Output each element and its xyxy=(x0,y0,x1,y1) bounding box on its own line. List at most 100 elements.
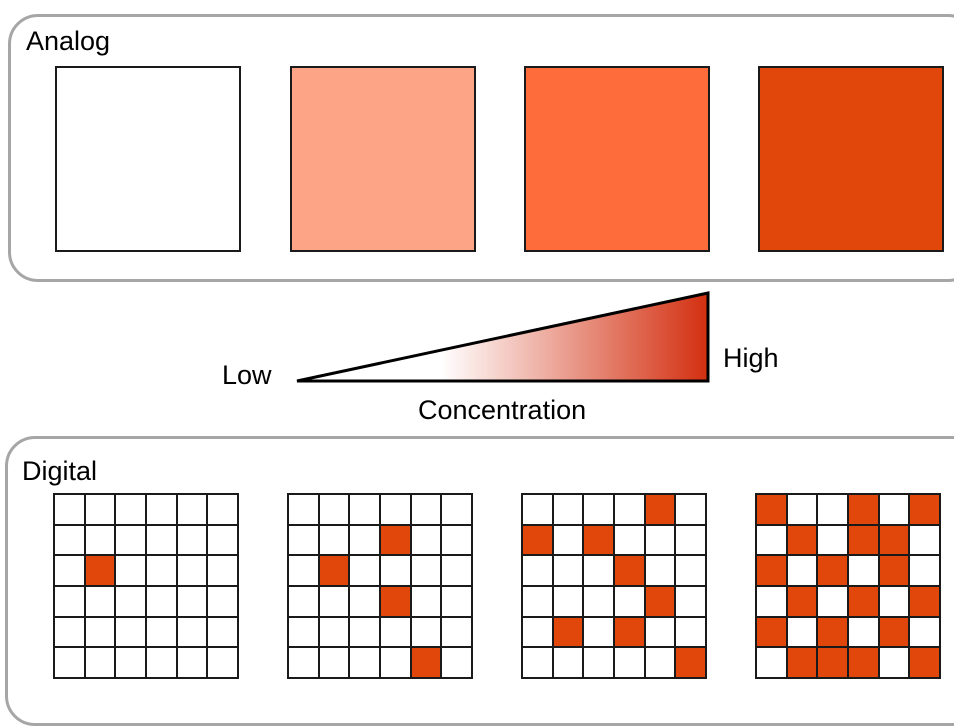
grid-cell-empty xyxy=(614,648,644,677)
grid-cell-filled xyxy=(879,617,909,647)
grid-cell-empty xyxy=(350,556,379,585)
grid-cell-empty xyxy=(645,617,675,647)
grid-cell-empty xyxy=(676,495,705,524)
grid-cell-empty xyxy=(614,495,644,524)
grid-cell-empty xyxy=(177,648,207,677)
grid-cell-empty xyxy=(757,586,786,616)
grid-cell-filled xyxy=(879,556,909,585)
grid-cell-empty xyxy=(85,617,115,647)
digital-grid-1 xyxy=(53,493,239,679)
digital-title: Digital xyxy=(22,456,98,486)
grid-cell-empty xyxy=(676,556,705,585)
concentration-triangle xyxy=(296,291,710,383)
grid-cell-filled xyxy=(818,617,847,647)
grid-cell-empty xyxy=(848,617,878,647)
grid-cell-empty xyxy=(177,617,207,647)
grid-cell-empty xyxy=(146,495,176,524)
grid-cell-empty xyxy=(55,495,84,524)
grid-cell-empty xyxy=(523,648,552,677)
grid-cell-empty xyxy=(116,525,145,555)
grid-cell-filled xyxy=(380,525,410,555)
grid-cell-empty xyxy=(146,648,176,677)
grid-cell-filled xyxy=(910,495,939,524)
grid-cell-empty xyxy=(319,648,349,677)
grid-cell-empty xyxy=(442,617,471,647)
grid-cell-empty xyxy=(380,648,410,677)
grid-cell-filled xyxy=(787,648,817,677)
grid-cell-empty xyxy=(411,617,441,647)
grid-cell-empty xyxy=(645,556,675,585)
grid-cell-filled xyxy=(523,525,552,555)
grid-cell-filled xyxy=(818,648,847,677)
grid-cell-empty xyxy=(208,617,237,647)
grid-cell-empty xyxy=(411,556,441,585)
grid-cell-empty xyxy=(350,586,379,616)
grid-cell-empty xyxy=(787,495,817,524)
grid-cell-filled xyxy=(787,586,817,616)
analog-swatch-dark xyxy=(758,66,944,252)
grid-cell-empty xyxy=(85,586,115,616)
grid-cell-empty xyxy=(411,525,441,555)
grid-cell-empty xyxy=(523,556,552,585)
grid-cell-empty xyxy=(553,556,583,585)
grid-cell-empty xyxy=(523,495,552,524)
grid-cell-empty xyxy=(584,617,613,647)
grid-cell-empty xyxy=(146,556,176,585)
grid-cell-empty xyxy=(380,617,410,647)
grid-cell-empty xyxy=(787,556,817,585)
grid-cell-empty xyxy=(55,586,84,616)
grid-cell-empty xyxy=(85,495,115,524)
grid-cell-empty xyxy=(787,617,817,647)
grid-cell-filled xyxy=(614,617,644,647)
digital-grid-4 xyxy=(755,493,941,679)
grid-cell-empty xyxy=(879,586,909,616)
grid-cell-empty xyxy=(208,556,237,585)
grid-cell-filled xyxy=(910,648,939,677)
grid-cell-empty xyxy=(442,648,471,677)
grid-cell-empty xyxy=(55,648,84,677)
grid-cell-filled xyxy=(848,648,878,677)
grid-cell-empty xyxy=(676,525,705,555)
grid-cell-filled xyxy=(319,556,349,585)
grid-cell-empty xyxy=(910,556,939,585)
grid-cell-empty xyxy=(289,586,318,616)
grid-cell-empty xyxy=(55,617,84,647)
grid-cell-filled xyxy=(848,495,878,524)
grid-cell-filled xyxy=(757,556,786,585)
grid-cell-empty xyxy=(584,586,613,616)
grid-cell-empty xyxy=(55,556,84,585)
grid-cell-empty xyxy=(177,586,207,616)
grid-cell-empty xyxy=(523,586,552,616)
grid-cell-empty xyxy=(614,586,644,616)
grid-cell-filled xyxy=(787,525,817,555)
grid-cell-empty xyxy=(116,495,145,524)
grid-cell-empty xyxy=(85,648,115,677)
grid-cell-empty xyxy=(757,648,786,677)
grid-cell-empty xyxy=(645,525,675,555)
grid-cell-filled xyxy=(645,495,675,524)
grid-cell-empty xyxy=(350,648,379,677)
grid-cell-empty xyxy=(584,648,613,677)
grid-cell-empty xyxy=(116,648,145,677)
grid-cell-filled xyxy=(848,586,878,616)
grid-cell-empty xyxy=(319,617,349,647)
grid-cell-empty xyxy=(319,586,349,616)
grid-cell-empty xyxy=(380,556,410,585)
grid-cell-empty xyxy=(289,617,318,647)
concentration-wedge xyxy=(296,291,710,383)
grid-cell-empty xyxy=(350,617,379,647)
grid-cell-filled xyxy=(411,648,441,677)
grid-cell-filled xyxy=(584,525,613,555)
grid-cell-empty xyxy=(553,495,583,524)
grid-cell-filled xyxy=(818,556,847,585)
grid-cell-filled xyxy=(757,617,786,647)
grid-cell-empty xyxy=(818,586,847,616)
analog-swatch-light xyxy=(290,66,476,252)
grid-cell-empty xyxy=(553,525,583,555)
grid-cell-empty xyxy=(757,525,786,555)
grid-cell-filled xyxy=(910,586,939,616)
grid-cell-empty xyxy=(614,525,644,555)
grid-cell-filled xyxy=(553,617,583,647)
low-label: Low xyxy=(222,360,272,390)
grid-cell-empty xyxy=(584,495,613,524)
